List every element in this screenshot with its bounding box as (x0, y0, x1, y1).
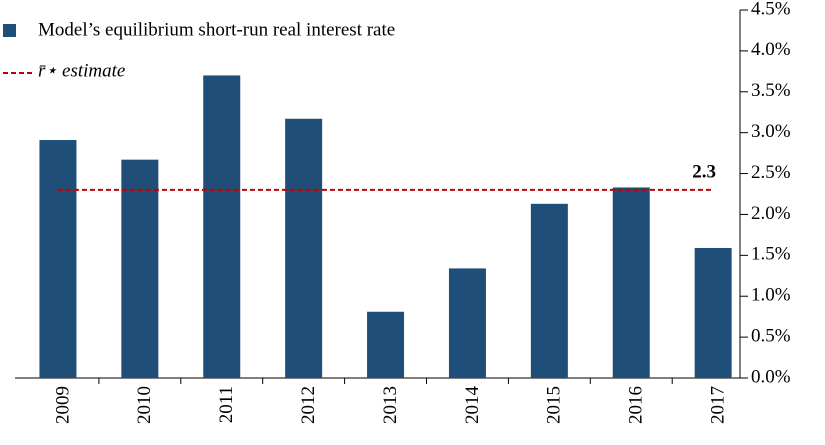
y-tick-label: 4.5% (751, 0, 791, 19)
y-tick-label: 0.0% (751, 366, 791, 387)
bar (39, 140, 77, 378)
legend-label: r̄⋆ estimate (38, 60, 125, 81)
bar (612, 187, 650, 378)
x-tick-label: 2016 (626, 386, 647, 424)
y-tick-label: 0.5% (751, 325, 791, 346)
bar (694, 247, 732, 378)
legend-label: Model’s equilibrium short-run real inter… (38, 19, 395, 40)
x-tick-label: 2010 (134, 386, 155, 424)
x-tick-label: 2013 (380, 386, 401, 424)
y-tick-label: 2.0% (751, 203, 791, 224)
x-tick-label: 2017 (708, 386, 729, 424)
x-tick-label: 2012 (298, 386, 319, 424)
y-tick-label: 4.0% (751, 39, 791, 60)
bar (530, 203, 568, 378)
bar (367, 311, 405, 378)
x-tick-label: 2014 (462, 386, 483, 425)
y-tick-label: 1.0% (751, 285, 791, 306)
reference-label: 2.3 (692, 161, 716, 182)
x-tick-label: 2011 (216, 386, 237, 423)
bar (285, 118, 323, 379)
x-tick-label: 2015 (544, 386, 565, 424)
y-tick-label: 3.0% (751, 121, 791, 142)
y-tick-label: 1.5% (751, 244, 791, 265)
y-tick-label: 3.5% (751, 80, 791, 101)
y-tick-label: 2.5% (751, 162, 791, 183)
legend-swatch (3, 24, 16, 37)
bar (121, 159, 159, 378)
bar (203, 75, 241, 378)
bar (448, 268, 486, 378)
x-tick-label: 2009 (52, 386, 73, 424)
